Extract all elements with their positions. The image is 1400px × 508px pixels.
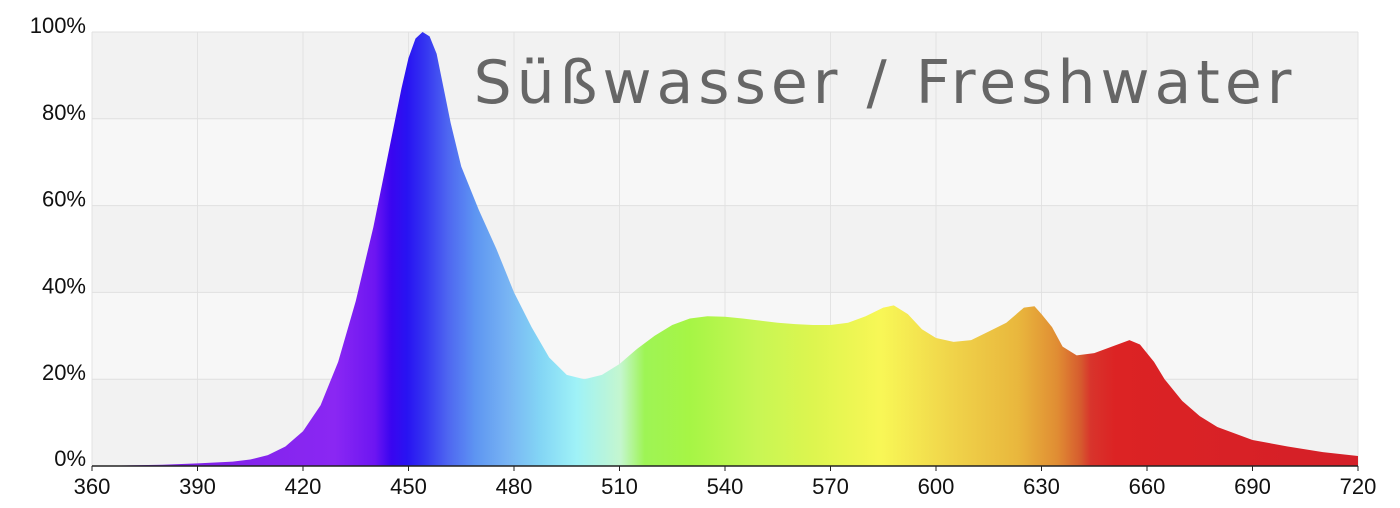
- y-tick-labels: 0% 20% 40% 60% 80% 100%: [30, 13, 86, 471]
- y-tick-label: 60%: [42, 187, 86, 212]
- x-tick-label: 390: [179, 474, 216, 499]
- x-tick-label: 690: [1234, 474, 1271, 499]
- spectrum-area: [92, 32, 1358, 466]
- x-tick-label: 600: [918, 474, 955, 499]
- x-tick-labels: 360 390 420 450 480 510 540 570 600 630 660 690 720: [74, 474, 1377, 499]
- x-tick-label: 480: [496, 474, 533, 499]
- x-tick-label: 660: [1129, 474, 1166, 499]
- y-tick-label: 0%: [54, 446, 86, 471]
- y-tick-label: 40%: [42, 273, 86, 298]
- y-tick-label: 100%: [30, 13, 86, 38]
- x-tick-label: 420: [285, 474, 322, 499]
- x-tick-label: 720: [1340, 474, 1377, 499]
- x-tick-label: 540: [707, 474, 744, 499]
- x-tick-label: 360: [74, 474, 111, 499]
- axis-lines: [91, 465, 1359, 471]
- chart-title: Süßwasser / Freshwater: [474, 48, 1297, 118]
- x-tick-label: 630: [1023, 474, 1060, 499]
- x-tick-label: 510: [601, 474, 638, 499]
- x-tick-label: 570: [812, 474, 849, 499]
- y-tick-label: 80%: [42, 100, 86, 125]
- y-tick-label: 20%: [42, 360, 86, 385]
- x-tick-label: 450: [390, 474, 427, 499]
